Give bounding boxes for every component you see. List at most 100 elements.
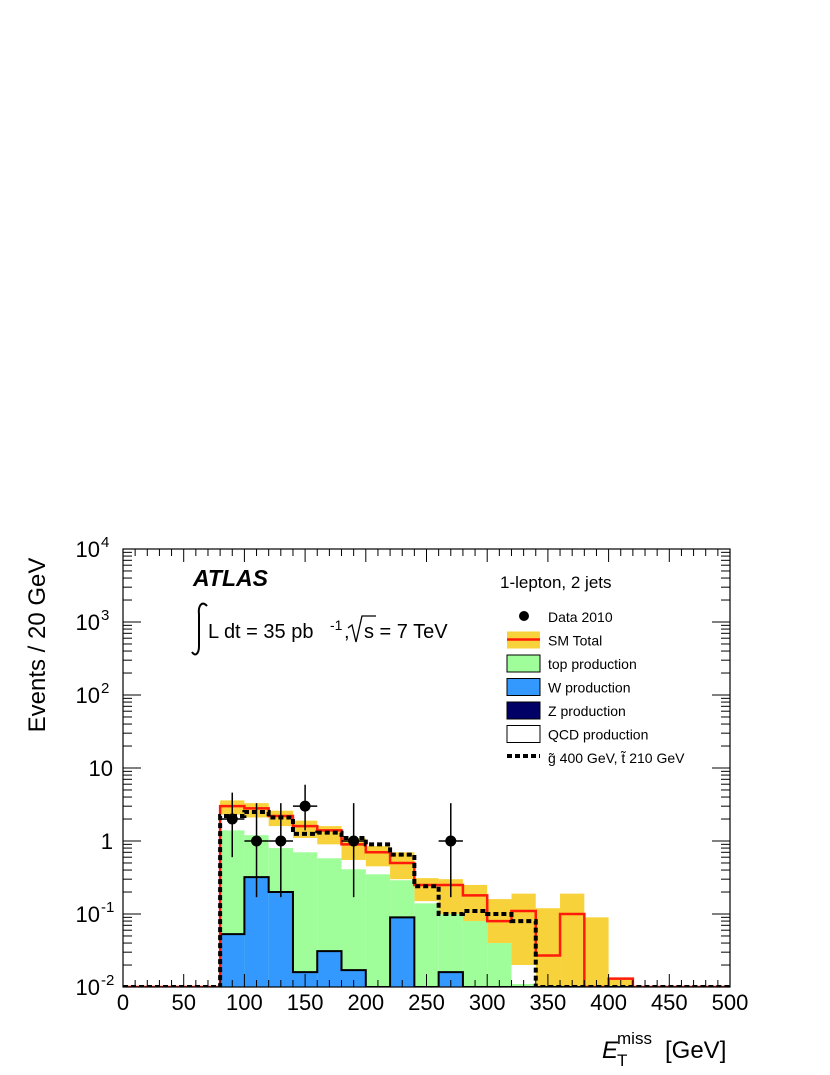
luminosity-annotation: L dt = 35 pb -1 , s = 7 TeV <box>191 602 448 656</box>
legend-entry: W production <box>506 678 630 696</box>
x-tick-label: 100 <box>226 990 263 1015</box>
data-point <box>292 784 318 831</box>
sm-band-bin <box>390 852 415 880</box>
y-tick-label: 10 -1 <box>76 899 115 927</box>
y-tick-label-exp: 3 <box>101 607 109 624</box>
y-tick-label-base: 10 <box>76 975 100 1000</box>
top-production-bin <box>462 921 488 987</box>
x-axis-title-unit: [GeV] <box>665 1037 726 1064</box>
legend-label: Z production <box>548 703 626 719</box>
x-tick-label: 450 <box>651 990 688 1015</box>
x-tick-label: 50 <box>171 990 195 1015</box>
y-tick-label-base: 10 <box>76 683 100 708</box>
x-tick-label: 350 <box>530 990 567 1015</box>
y-tick-label-base: 1 <box>101 829 113 854</box>
sm-band-bin <box>462 884 488 926</box>
y-tick-label-exp: -2 <box>101 972 114 989</box>
x-tick-label: 0 <box>117 990 129 1015</box>
top-production-bin <box>487 943 512 987</box>
y-tick-label-exp: 2 <box>101 680 109 697</box>
w-production-bin <box>341 970 366 987</box>
x-axis-title-sub: T <box>617 1051 627 1070</box>
legend-marker-icon <box>519 611 529 621</box>
atlas-label: ATLAS <box>192 565 269 591</box>
legend: Data 2010 SM Total top production W product… <box>506 609 685 766</box>
data-point <box>244 803 269 898</box>
y-tick-label-base: 10 <box>76 610 100 635</box>
y-tick-label-base: 10 <box>89 756 113 781</box>
legend-label: top production <box>548 656 637 672</box>
w-production-histogram <box>220 877 463 987</box>
y-tick-label: 10 4 <box>76 534 110 562</box>
sm-band-bin <box>317 826 342 845</box>
data-marker <box>251 835 263 847</box>
x-tick-label: 250 <box>408 990 445 1015</box>
sm-band-bin <box>560 893 585 987</box>
y-tick-label-exp: -1 <box>101 899 114 916</box>
y-tick-label-base: 10 <box>76 537 100 562</box>
lumi-text: L dt = 35 pb <box>208 621 313 643</box>
x-tick-label: 150 <box>287 990 324 1015</box>
x-tick-label: 400 <box>590 990 627 1015</box>
w-production-bin <box>268 892 293 987</box>
top-production-bin <box>365 874 391 987</box>
w-production-bin <box>220 934 245 987</box>
data-point <box>438 803 463 898</box>
legend-label: Data 2010 <box>548 609 613 625</box>
w-production-bin <box>390 917 415 987</box>
legend-swatch-icon <box>506 701 541 720</box>
y-tick-label: 1 <box>101 829 113 854</box>
x-tick-label: 200 <box>347 990 384 1015</box>
w-production-bin <box>438 972 463 987</box>
legend-label: SM Total <box>548 633 602 649</box>
channel-label: 1-lepton, 2 jets <box>500 573 612 592</box>
sqrt-sign-icon <box>347 615 376 643</box>
legend-entry: g̃ 400 GeV, t̃ 210 GeV <box>507 750 685 766</box>
sm-band-bin <box>365 846 391 867</box>
sm-band-bin <box>511 893 536 966</box>
top-production-bin <box>292 852 318 987</box>
legend-label: W production <box>548 680 630 696</box>
data-marker <box>445 835 457 847</box>
y-tick-label-base: 10 <box>76 902 100 927</box>
histogram-lines <box>123 804 730 987</box>
data-point <box>220 792 245 858</box>
w-production-outline <box>123 876 730 987</box>
sm-total-line <box>123 804 730 987</box>
y-axis-title: Events / 20 GeV <box>24 558 51 733</box>
signal-line <box>123 809 730 987</box>
energy-text: s = 7 TeV <box>364 621 448 643</box>
y-tick-label: 10 <box>89 756 113 781</box>
legend-entry: top production <box>506 654 637 673</box>
legend-entry: Z production <box>506 701 626 720</box>
data-marker <box>226 813 238 825</box>
data-point <box>268 803 293 898</box>
legend-swatch-icon <box>506 678 541 696</box>
data-point <box>341 803 366 898</box>
y-tick-label: 10 3 <box>76 607 110 635</box>
legend-swatch-icon <box>506 654 541 673</box>
data-marker <box>299 800 311 812</box>
y-tick-label-exp: 4 <box>101 534 109 551</box>
legend-swatch-icon <box>506 725 541 743</box>
sm-band-bin <box>584 917 609 987</box>
lumi-comma: , <box>344 621 350 643</box>
legend-label: QCD production <box>548 727 648 743</box>
y-tick-label: 10 2 <box>76 680 110 708</box>
lumi-exponent: -1 <box>330 617 343 633</box>
x-axis-title-main: E <box>602 1037 619 1064</box>
legend-entry: SM Total <box>507 631 602 649</box>
legend-label: g̃ 400 GeV, t̃ 210 GeV <box>548 750 685 766</box>
x-axis-title-sup: miss <box>617 1029 652 1048</box>
data-points <box>220 784 463 898</box>
x-tick-label: 300 <box>469 990 506 1015</box>
data-marker <box>275 835 287 847</box>
x-axis-title: E T miss [GeV] <box>602 1029 726 1070</box>
top-production-bin <box>414 903 439 987</box>
integral-sign-icon <box>191 602 208 656</box>
data-marker <box>348 835 360 847</box>
sm-band-bin <box>414 878 439 902</box>
y-tick-label: 10 -2 <box>76 972 115 1000</box>
